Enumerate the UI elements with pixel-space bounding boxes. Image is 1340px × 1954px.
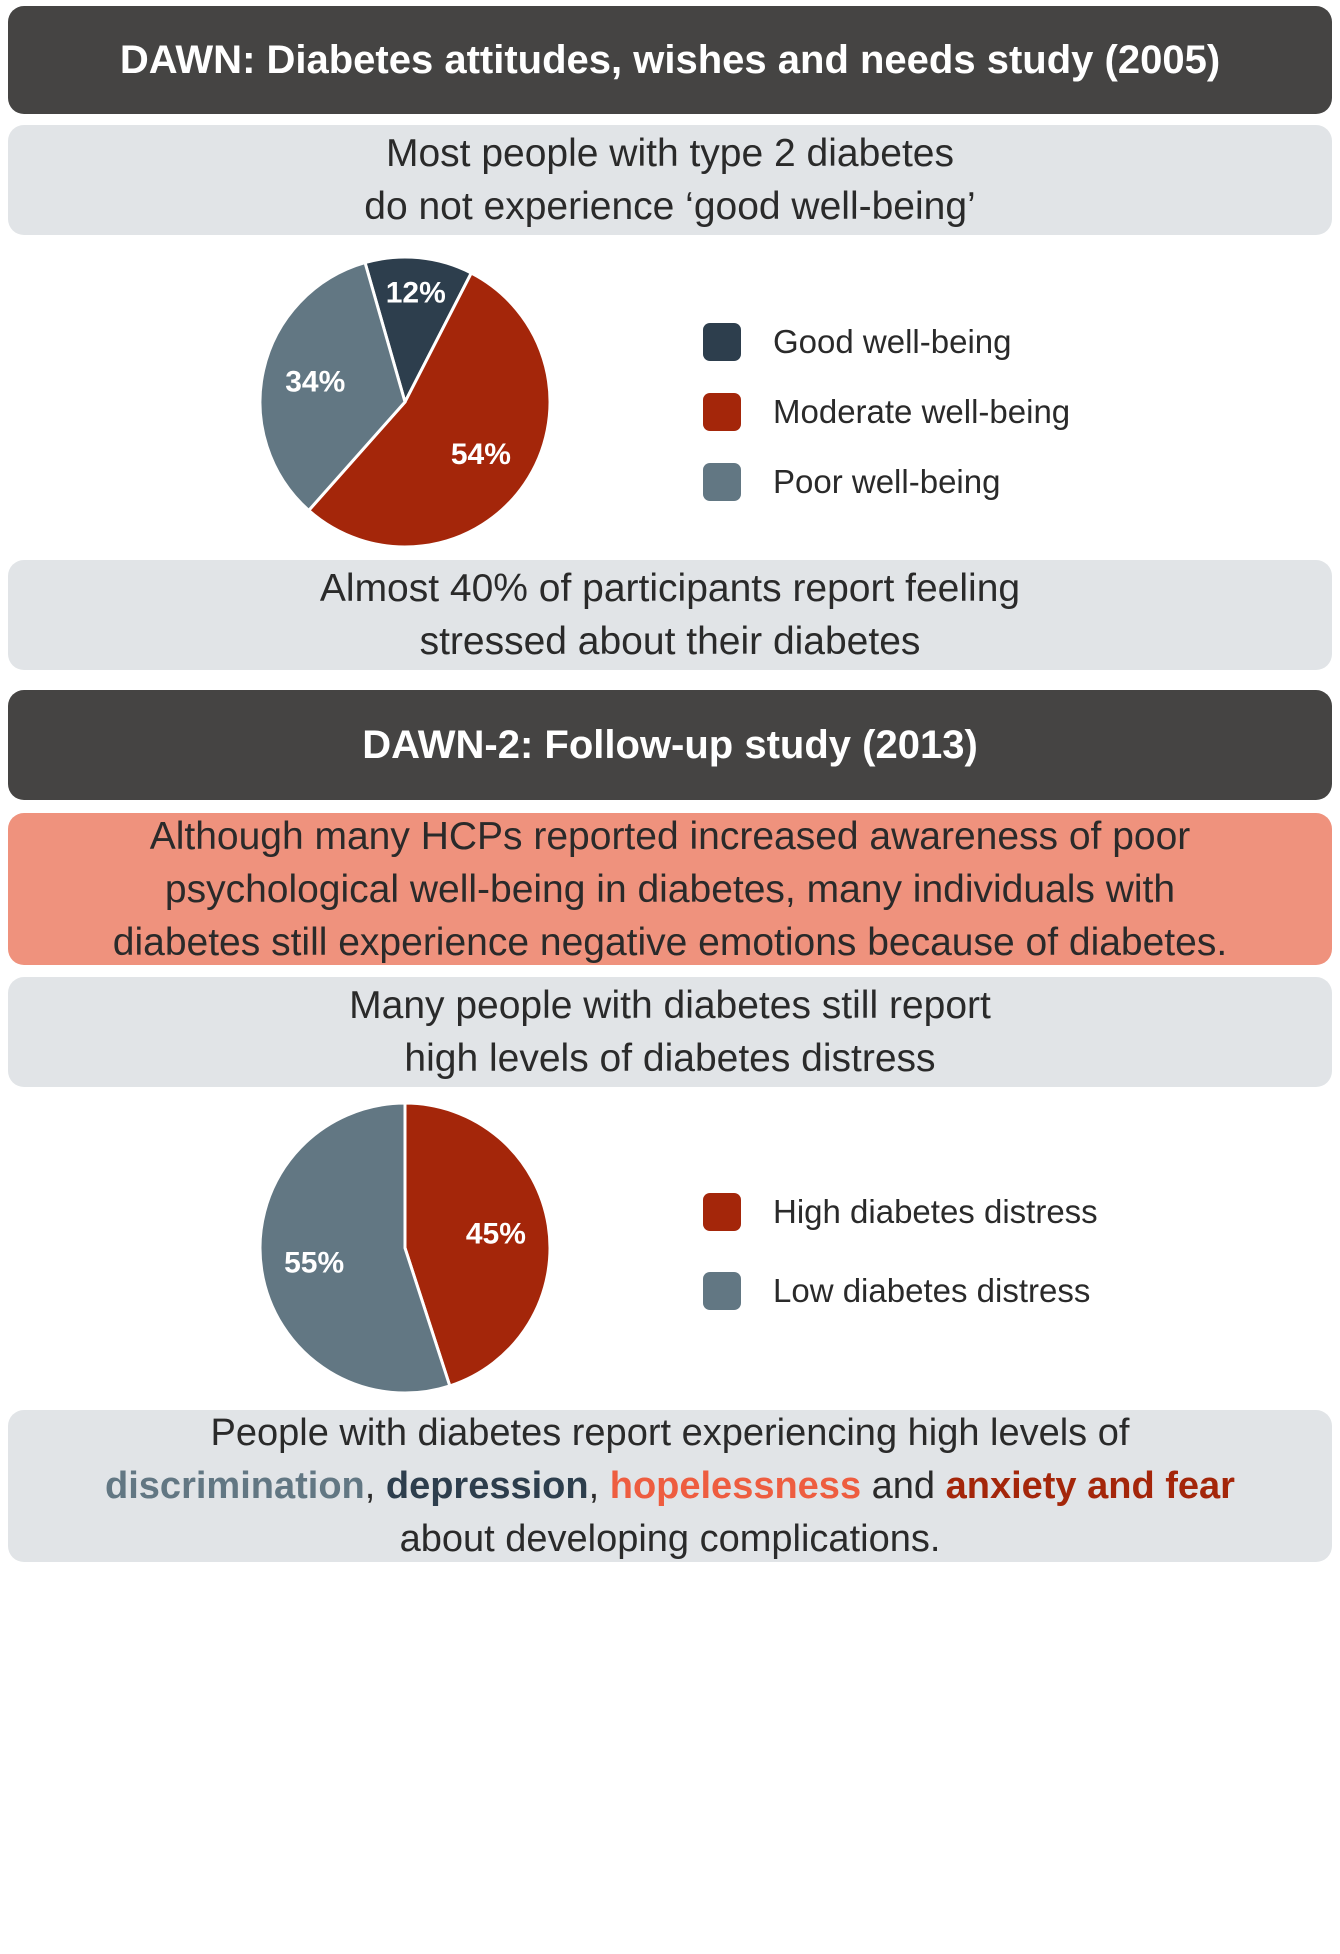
summary-line: high levels of diabetes distress xyxy=(404,1037,936,1080)
legend-label: Moderate well-being xyxy=(773,393,1071,430)
pie-slice-moderate-well-being xyxy=(306,271,552,549)
legend-item-moderate-well-being: Moderate well-being xyxy=(703,393,1070,431)
section-header-title: DAWN-2: Follow-up study (2013) xyxy=(362,722,978,767)
keyword-separator: , xyxy=(588,1464,610,1507)
summary-line: People with diabetes report experiencing… xyxy=(210,1411,1130,1454)
highlight-line: psychological well-being in diabetes, ma… xyxy=(164,867,1176,911)
keyword-hopelessness: hopelessness xyxy=(609,1464,862,1507)
pie-label-moderate-well-being: 54% xyxy=(451,438,511,471)
keyword-anxiety-and-fear: anxiety and fear xyxy=(945,1464,1235,1507)
section-header-title: DAWN: Diabetes attitudes, wishes and nee… xyxy=(119,37,1221,82)
legend-label: Low diabetes distress xyxy=(773,1272,1091,1309)
highlight-line: Although many HCPs reported increased aw… xyxy=(149,814,1191,858)
keyword-discrimination: discrimination xyxy=(105,1464,365,1507)
legend-swatch xyxy=(703,463,741,501)
summary-line: Many people with diabetes still report xyxy=(349,984,991,1027)
summary-line: about developing complications. xyxy=(399,1517,941,1560)
pie-slice-poor-well-being xyxy=(258,260,407,513)
summary-line: stressed about their diabetes xyxy=(419,620,921,663)
legend-label: Poor well-being xyxy=(773,463,1001,500)
pie-label-poor-well-being: 34% xyxy=(285,366,345,399)
pie-slice-low-diabetes-distress xyxy=(258,1101,452,1395)
legend-swatch xyxy=(703,393,741,431)
pie-label-low-diabetes-distress: 55% xyxy=(284,1246,344,1279)
summary-line: do not experience ‘good well-being’ xyxy=(364,185,976,228)
legend-item-low-diabetes-distress: Low diabetes distress xyxy=(703,1272,1090,1310)
pie-chart-distress: 45% 55% xyxy=(258,1101,552,1395)
highlight-line: diabetes still experience negative emoti… xyxy=(112,920,1228,964)
summary-box-distress: Many people with diabetes still report h… xyxy=(8,977,1332,1087)
summary-line: Most people with type 2 diabetes xyxy=(385,132,954,175)
summary-box-emotions: People with diabetes report experiencing… xyxy=(8,1410,1332,1562)
legend-label: Good well-being xyxy=(773,323,1012,360)
legend-item-good-well-being: Good well-being xyxy=(703,323,1011,361)
summary-line: Almost 40% of participants report feelin… xyxy=(319,567,1021,610)
legend-label: High diabetes distress xyxy=(773,1193,1098,1230)
legend-item-high-diabetes-distress: High diabetes distress xyxy=(703,1193,1098,1231)
pie-slice-good-well-being xyxy=(363,255,474,407)
keyword-separator: and xyxy=(861,1464,946,1507)
pie-label-good-well-being: 12% xyxy=(386,276,446,309)
legend-swatch xyxy=(703,1272,741,1310)
section-header-dawn: DAWN: Diabetes attitudes, wishes and nee… xyxy=(8,6,1332,114)
pie-label-high-diabetes-distress: 45% xyxy=(466,1218,526,1251)
keyword-line: discrimination, depression, hopelessness… xyxy=(105,1460,1235,1513)
pie-slice-high-diabetes-distress xyxy=(403,1101,552,1388)
summary-box-stress: Almost 40% of participants report feelin… xyxy=(8,560,1332,670)
pie-chart-wellbeing: 12% 54% 34% xyxy=(258,255,552,549)
section-header-dawn2: DAWN-2: Follow-up study (2013) xyxy=(8,690,1332,800)
highlight-box-hcp: Although many HCPs reported increased aw… xyxy=(8,813,1332,965)
keyword-depression: depression xyxy=(385,1464,589,1507)
summary-box-wellbeing: Most people with type 2 diabetes do not … xyxy=(8,125,1332,235)
legend-swatch xyxy=(703,323,741,361)
legend-item-poor-well-being: Poor well-being xyxy=(703,463,1000,501)
legend-swatch xyxy=(703,1193,741,1231)
keyword-separator: , xyxy=(364,1464,386,1507)
